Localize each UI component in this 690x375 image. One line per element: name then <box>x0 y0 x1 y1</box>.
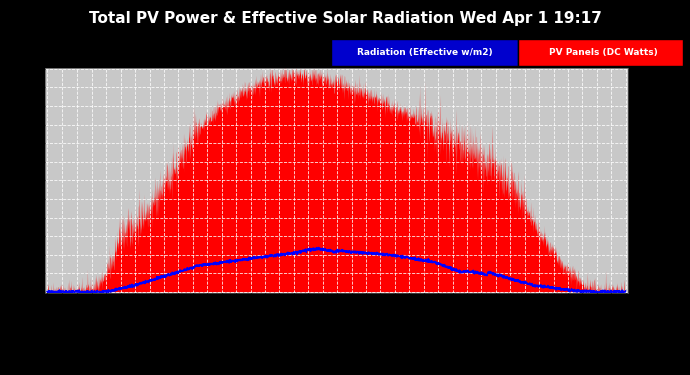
Text: PV Panels (DC Watts): PV Panels (DC Watts) <box>549 48 658 57</box>
Text: Radiation (Effective w/m2): Radiation (Effective w/m2) <box>357 48 492 57</box>
Text: Total PV Power & Effective Solar Radiation Wed Apr 1 19:17: Total PV Power & Effective Solar Radiati… <box>88 11 602 26</box>
FancyBboxPatch shape <box>518 39 683 66</box>
FancyBboxPatch shape <box>331 39 518 66</box>
Text: Copyright 2015 Cartronics.com: Copyright 2015 Cartronics.com <box>7 48 160 57</box>
